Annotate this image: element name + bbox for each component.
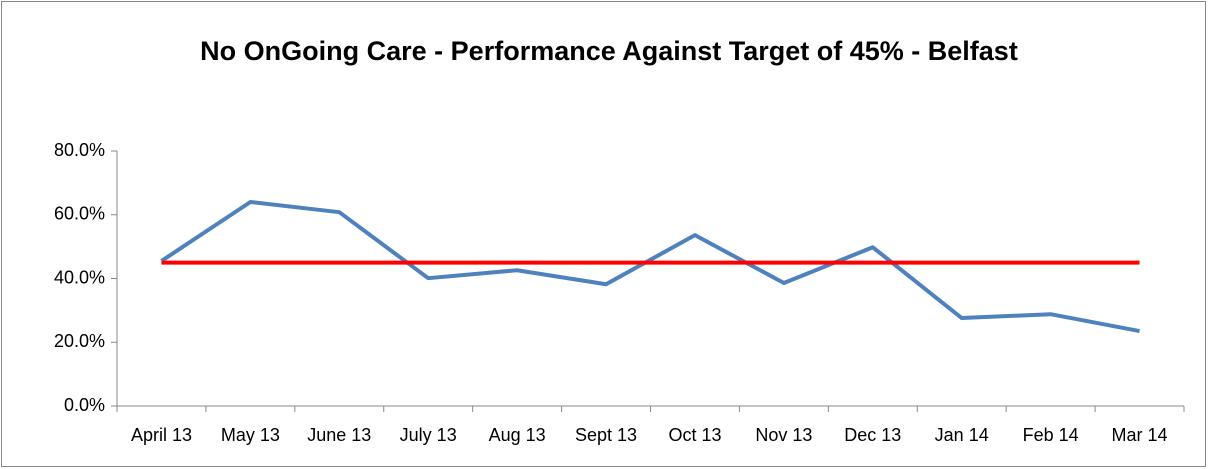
y-tick-label: 60.0% [54, 204, 105, 224]
x-tick-label: Oct 13 [668, 425, 721, 445]
x-tick-label: April 13 [131, 425, 192, 445]
x-tick-label: Aug 13 [489, 425, 546, 445]
x-tick-label: May 13 [221, 425, 280, 445]
x-tick-label: Dec 13 [844, 425, 901, 445]
y-tick-label: 80.0% [54, 140, 105, 160]
chart-title: No OnGoing Care - Performance Against Ta… [200, 36, 1018, 66]
x-tick-label: July 13 [400, 425, 457, 445]
x-tick-label: Nov 13 [755, 425, 812, 445]
x-tick-label: June 13 [307, 425, 371, 445]
x-tick-label: Jan 14 [935, 425, 989, 445]
x-tick-label: Feb 14 [1023, 425, 1079, 445]
x-tick-label: Mar 14 [1112, 425, 1168, 445]
y-tick-label: 40.0% [54, 267, 105, 287]
x-tick-label: Sept 13 [575, 425, 637, 445]
y-tick-label: 20.0% [54, 331, 105, 351]
series-line [160, 200, 1140, 334]
y-tick-label: 0.0% [64, 395, 105, 415]
